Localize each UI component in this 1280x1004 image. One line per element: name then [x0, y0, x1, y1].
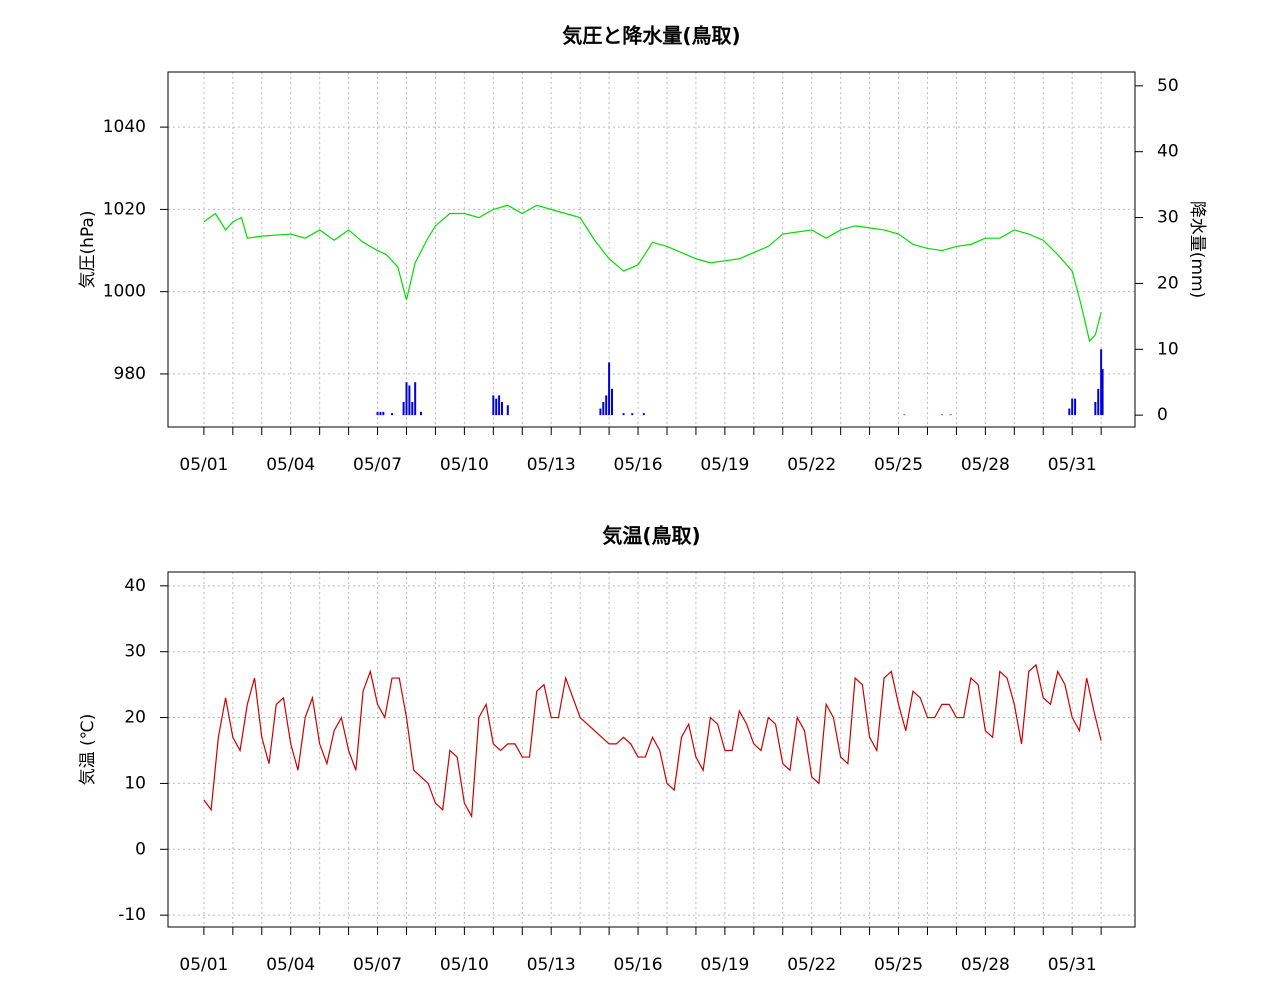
bar: [391, 413, 394, 416]
y-tick-label: 30: [124, 642, 146, 662]
x-tick-label: 05/01: [179, 455, 228, 475]
chart-title: 気圧と降水量(鳥取): [562, 24, 740, 48]
bar: [379, 411, 382, 416]
y-tick-label: 40: [124, 576, 146, 596]
x-tick-label: 05/19: [700, 455, 749, 475]
x-tick-label: 05/04: [266, 455, 315, 475]
y-tick-label: 980: [114, 364, 146, 384]
x-tick-label: 05/10: [440, 455, 489, 475]
plot-frame: [167, 571, 1136, 928]
y-tick-label: 1040: [103, 117, 146, 137]
y2-tick-label: 20: [1157, 273, 1179, 293]
y-tick-label: 0: [135, 839, 146, 859]
bar: [1074, 398, 1077, 416]
x-tick-label: 05/22: [787, 455, 836, 475]
line-series: [203, 663, 1102, 819]
line-series: [203, 204, 1102, 343]
bar: [419, 411, 422, 416]
bar: [903, 414, 906, 416]
bar: [495, 398, 498, 416]
x-tick-label: 05/13: [527, 955, 576, 975]
bar: [622, 413, 625, 416]
y2-tick-label: 40: [1157, 142, 1179, 162]
y-tick-label: 1000: [103, 282, 146, 302]
x-tick-label: 05/13: [527, 455, 576, 475]
bar: [631, 413, 634, 416]
bar: [1068, 408, 1071, 416]
y-axis-label: 気圧(hPa): [78, 211, 98, 289]
y-tick-label: -10: [118, 905, 146, 925]
bar: [498, 395, 501, 416]
y2-tick-label: 50: [1157, 76, 1179, 96]
bar: [1094, 401, 1097, 416]
bar: [1100, 349, 1103, 416]
x-tick-label: 05/31: [1048, 455, 1097, 475]
x-tick-label: 05/19: [700, 955, 749, 975]
y2-axis-label: 降水量(mm): [1187, 201, 1207, 298]
bar: [405, 382, 408, 416]
bar: [1097, 388, 1100, 416]
x-tick-label: 05/31: [1048, 955, 1097, 975]
y2-tick-label: 10: [1157, 339, 1179, 359]
x-tick-label: 05/22: [787, 955, 836, 975]
y2-tick-label: 30: [1157, 208, 1179, 228]
bar: [1101, 369, 1104, 416]
bar: [602, 401, 605, 416]
bar: [610, 388, 613, 416]
x-tick-label: 05/16: [614, 455, 663, 475]
x-tick-label: 05/28: [961, 455, 1010, 475]
bar: [414, 382, 417, 416]
x-tick-label: 05/07: [353, 955, 402, 975]
bar: [376, 411, 379, 416]
x-tick-label: 05/25: [874, 455, 923, 475]
x-tick-label: 05/10: [440, 955, 489, 975]
y-tick-label: 20: [124, 708, 146, 728]
y-tick-label: 1020: [103, 199, 146, 219]
bar: [492, 395, 495, 416]
x-tick-label: 05/01: [179, 955, 228, 975]
x-tick-label: 05/28: [961, 955, 1010, 975]
plot-frame: [167, 71, 1136, 428]
y-axis-label: 気温 (℃): [78, 714, 98, 786]
bar: [501, 401, 504, 416]
x-tick-label: 05/07: [353, 455, 402, 475]
bar: [642, 413, 645, 416]
y-tick-label: 10: [124, 773, 146, 793]
bar: [382, 411, 385, 416]
bar: [506, 405, 509, 416]
bar: [1071, 398, 1074, 416]
bar: [605, 395, 608, 416]
bar: [408, 385, 411, 416]
bar: [599, 408, 602, 416]
bar: [402, 401, 405, 416]
bar: [949, 414, 952, 416]
y2-tick-label: 0: [1157, 405, 1168, 425]
bar: [940, 414, 943, 416]
x-tick-label: 05/04: [266, 955, 315, 975]
bar: [411, 401, 414, 416]
bar: [608, 362, 611, 416]
chart-title: 気温(鳥取): [602, 524, 700, 548]
x-tick-label: 05/16: [614, 955, 663, 975]
x-tick-label: 05/25: [874, 955, 923, 975]
